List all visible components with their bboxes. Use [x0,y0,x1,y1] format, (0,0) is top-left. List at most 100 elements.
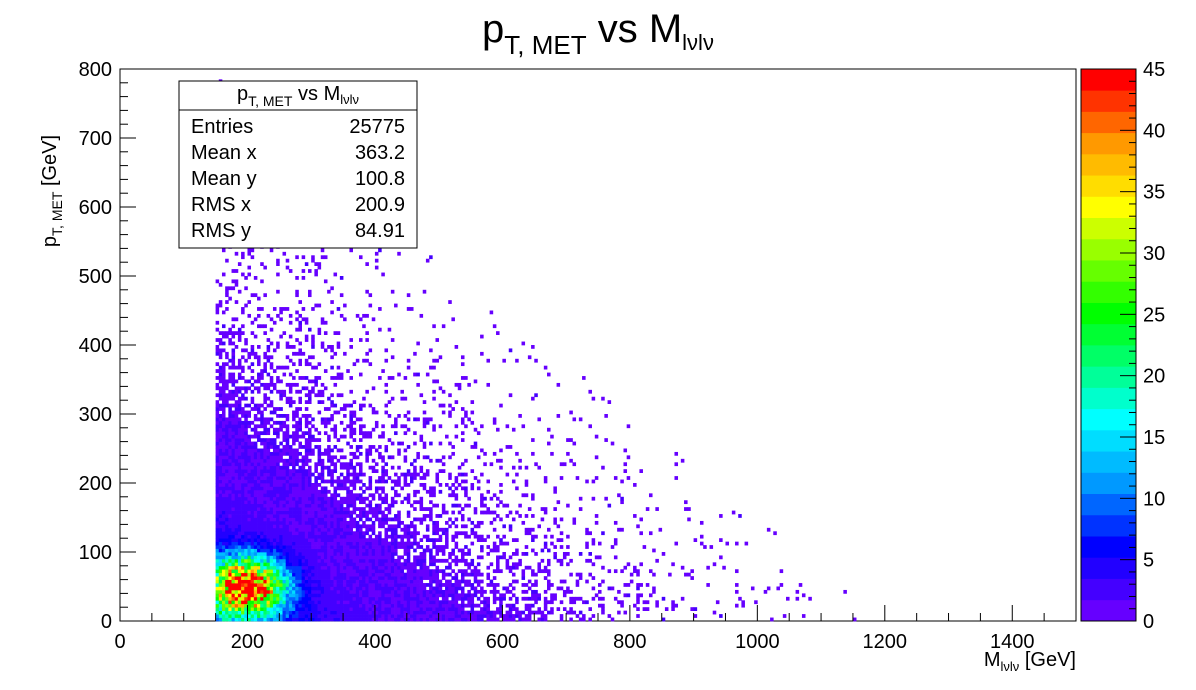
heatmap-cell [314,565,318,570]
heatmap-cell [633,569,637,574]
heatmap-cell [276,517,280,522]
heatmap-cell [448,410,452,415]
heatmap-cell [269,617,274,622]
heatmap-cell [457,503,462,508]
heatmap-cell [244,565,248,570]
heatmap-cell [247,251,252,256]
heatmap-cell [234,424,239,429]
heatmap-cell [384,541,389,546]
heatmap-cell [279,593,283,598]
heatmap-cell [279,548,283,553]
heatmap-cell [413,417,417,422]
heatmap-cell [578,617,583,622]
heatmap-cell [349,548,353,553]
heatmap-cell [298,483,302,487]
heatmap-cell [496,583,500,587]
heatmap-cell [486,583,491,587]
heatmap-cell [359,583,363,587]
heatmap-cell [228,327,232,332]
heatmap-cell [598,596,602,601]
heatmap-cell [257,358,261,363]
heatmap-cell [279,483,283,487]
heatmap-cell [496,617,500,622]
heatmap-cell [298,358,302,363]
heatmap-cell [244,441,248,446]
heatmap-cell [368,538,373,542]
heatmap-cell [454,596,459,601]
heatmap-cell [387,545,392,549]
heatmap-cell [301,472,306,477]
heatmap-cell [221,576,226,580]
heatmap-cell [594,434,599,439]
heatmap-cell [298,493,302,498]
heatmap-cell [343,500,347,505]
heatmap-cell [317,541,322,546]
heatmap-cell [288,469,293,473]
heatmap-cell [314,583,318,587]
heatmap-cell [285,562,290,567]
heatmap-cell [438,469,443,473]
heatmap-cell [266,358,271,363]
heatmap-cell [617,493,621,498]
heatmap-cell [429,593,433,598]
heatmap-cell [234,503,239,508]
heatmap-cell [298,548,302,553]
heatmap-cell [438,548,443,553]
heatmap-cell [263,331,267,335]
heatmap-cell [352,431,357,436]
heatmap-cell [464,458,468,463]
heatmap-cell [359,603,363,608]
heatmap-cell [228,296,232,301]
heatmap-cell [285,589,290,594]
heatmap-cell [244,448,248,453]
heatmap-cell [441,572,446,577]
heatmap-cell [365,548,369,553]
heatmap-cell [390,562,395,567]
heatmap-cell [336,579,341,584]
heatmap-cell [403,617,408,622]
heatmap-cell [343,479,347,484]
heatmap-cell [260,614,264,618]
heatmap-cell [409,562,414,567]
heatmap-cell [247,313,252,318]
heatmap-cell [390,589,395,594]
heatmap-cell [250,376,255,380]
heatmap-cell [416,455,420,460]
heatmap-cell [617,600,621,605]
heatmap-cell [585,545,589,549]
heatmap-cell [295,483,299,487]
heatmap-cell [253,476,258,480]
heatmap-cell [432,569,436,574]
heatmap-cell [311,496,315,501]
heatmap-cell [323,503,328,508]
heatmap-cell [288,558,293,563]
heatmap-cell [308,396,312,401]
heatmap-cell [221,510,226,515]
heatmap-cell [387,503,392,508]
heatmap-cell [416,517,420,522]
heatmap-cell [288,320,293,325]
heatmap-cell [225,379,229,384]
heatmap-cell [308,472,312,477]
heatmap-cell [215,552,220,556]
heatmap-cell [336,507,341,511]
heatmap-cell [282,572,287,577]
heatmap-cell [276,458,280,463]
heatmap-cell [263,469,267,473]
heatmap-cell [225,576,229,580]
heatmap-cell [470,610,475,615]
heatmap-cell [257,431,261,436]
heatmap-cell [432,596,436,601]
heatmap-cell [276,483,280,487]
heatmap-cell [320,389,325,394]
heatmap-cell [387,603,392,608]
heatmap-cell [314,545,318,549]
heatmap-cell [218,300,223,304]
heatmap-cell [218,365,223,370]
heatmap-cell [359,589,363,594]
heatmap-cell [473,579,478,584]
heatmap-cell [282,331,287,335]
heatmap-cell [292,600,296,605]
heatmap-cell [266,510,271,515]
heatmap-cell [339,276,344,280]
